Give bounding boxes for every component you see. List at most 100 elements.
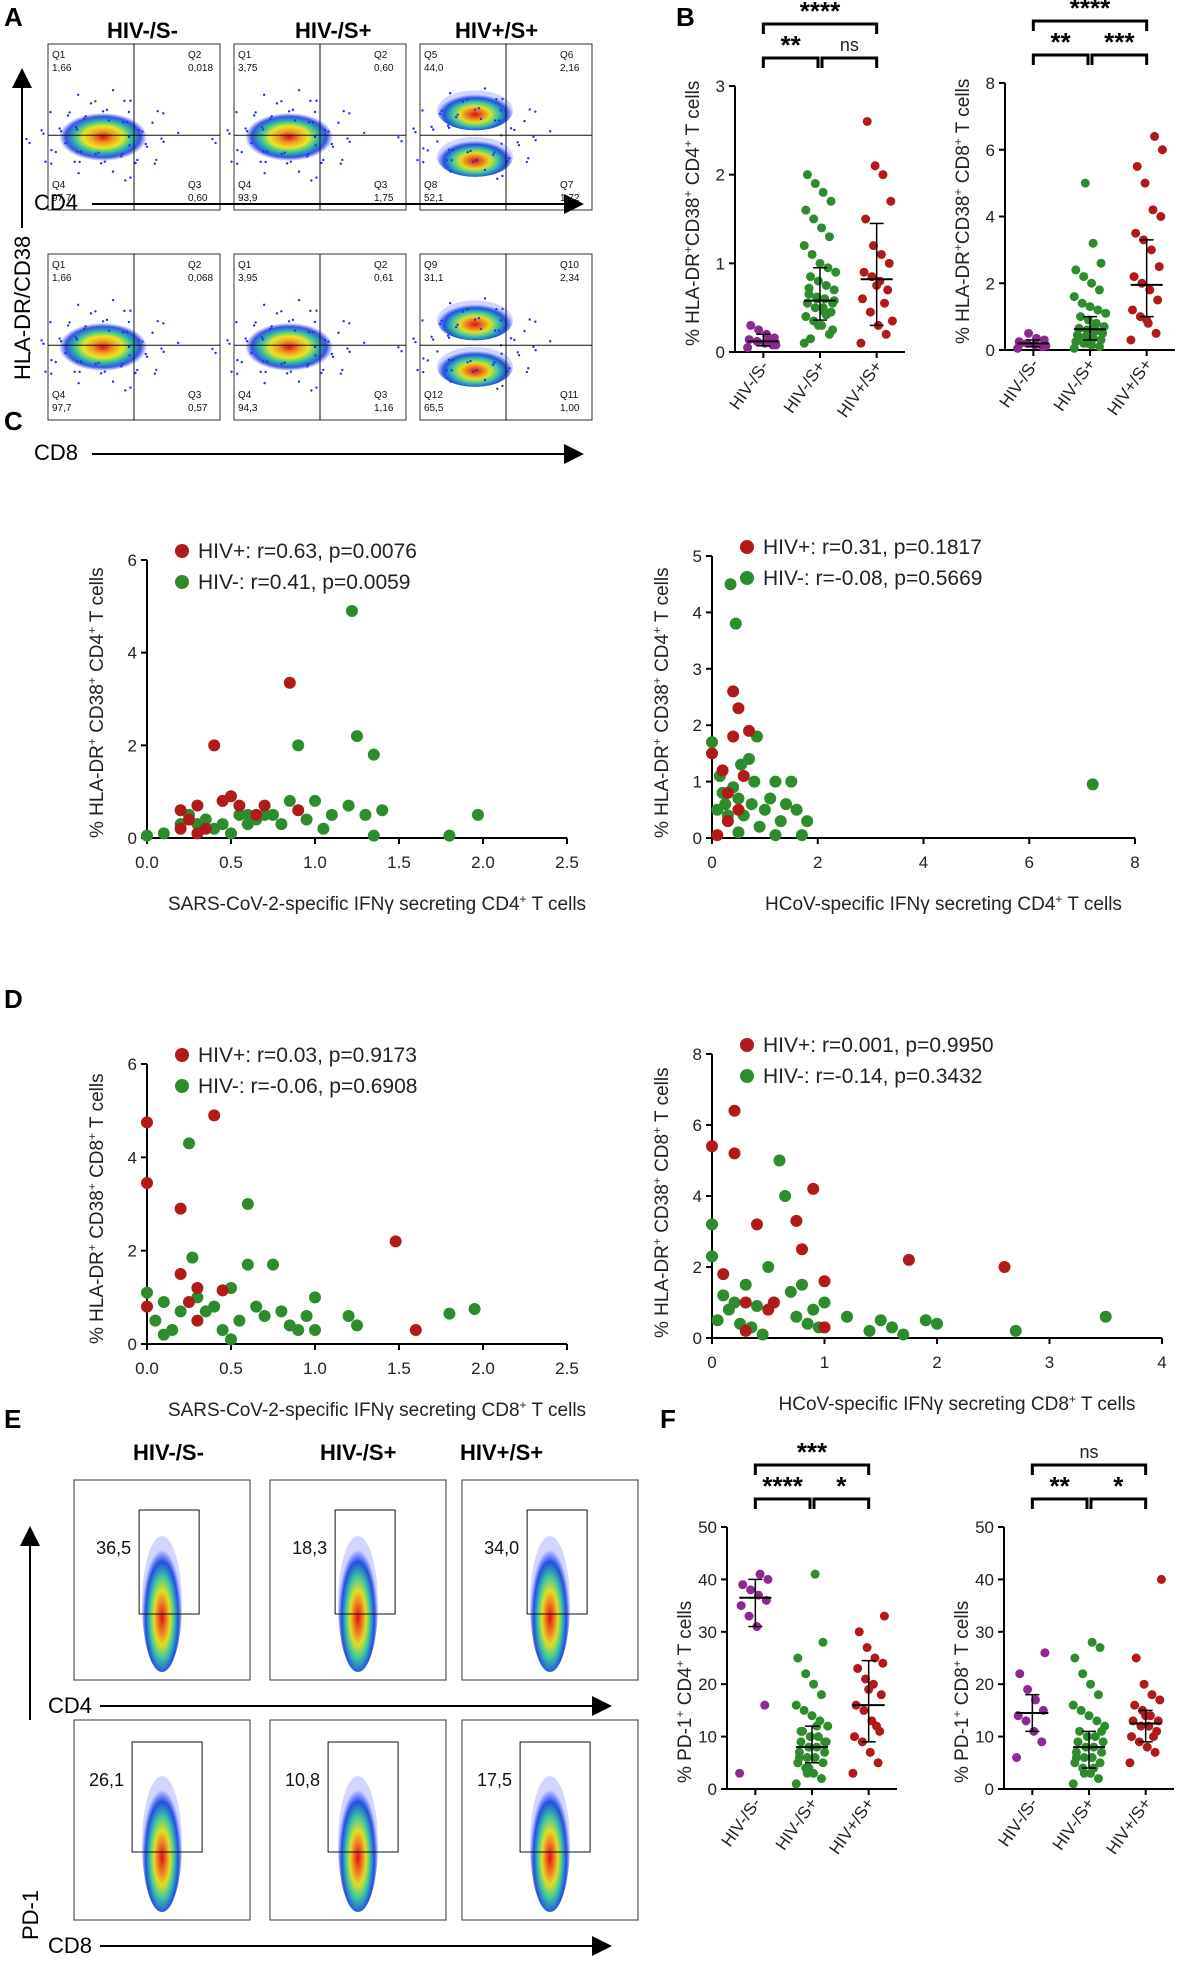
event-dot	[105, 108, 109, 112]
event-dot	[450, 369, 453, 372]
event-dot	[534, 320, 537, 323]
data-point	[801, 312, 811, 322]
data-point	[1023, 1684, 1033, 1694]
event-dot	[448, 92, 452, 95]
event-dot	[280, 362, 283, 366]
y-tick-label: 0	[693, 1329, 702, 1348]
panel-letter-e: E	[4, 1404, 21, 1434]
data-point	[876, 249, 886, 259]
legend-label-hiv-neg: HIV-: r=0.41, p=0.0059	[198, 571, 410, 594]
data-point	[1087, 1637, 1097, 1647]
event-dot	[454, 325, 458, 329]
event-dot	[107, 119, 111, 122]
data-point-hiv-neg	[186, 1251, 199, 1264]
data-point-hiv-neg	[739, 1278, 752, 1291]
event-dot	[94, 152, 97, 156]
data-point	[1148, 205, 1158, 215]
event-dot	[42, 132, 45, 135]
data-point	[859, 267, 869, 277]
data-point-hiv-neg	[351, 730, 363, 743]
event-dot	[307, 362, 310, 366]
event-dot	[59, 340, 63, 343]
data-point	[848, 1768, 858, 1778]
data-point	[799, 1705, 809, 1715]
x-axis-label: SARS-CoV-2-specific IFNγ secreting CD4+ …	[168, 892, 586, 915]
event-dot	[162, 322, 165, 325]
data-point	[1087, 1753, 1097, 1763]
event-dot	[451, 148, 455, 152]
data-point	[878, 170, 888, 180]
density-cloud	[338, 1776, 378, 1912]
data-point-hiv-neg	[208, 1300, 221, 1313]
data-point	[736, 1601, 746, 1611]
gate-box	[327, 1741, 399, 1853]
data-point-hiv-neg	[931, 1317, 943, 1330]
data-point-hiv-pos	[767, 1296, 780, 1309]
data-point-hiv-neg	[141, 1286, 153, 1299]
x-tick-label: HIV-/S-	[726, 357, 773, 413]
x-tick-label: HIV-/S+	[780, 357, 829, 416]
event-dot	[285, 162, 289, 165]
data-point-hiv-neg	[157, 827, 170, 840]
event-dot	[331, 145, 335, 149]
event-dot	[469, 359, 472, 363]
y-axis-label: % PD-1+ CD8+ T cells	[950, 1601, 973, 1783]
event-dot	[447, 148, 451, 152]
x-tick-label: HIV+/S+	[1103, 1794, 1155, 1858]
event-dot	[101, 320, 105, 323]
data-point	[1097, 1747, 1107, 1757]
event-dot	[416, 368, 419, 372]
data-point	[1093, 1774, 1103, 1784]
data-point	[1127, 1732, 1136, 1742]
data-point	[1126, 335, 1136, 345]
quadrant-value: 0,57	[188, 403, 208, 414]
quadrant-value: 0,61	[374, 273, 394, 284]
event-dot	[127, 110, 131, 114]
quadrant-value: 65,5	[424, 403, 444, 414]
event-dot	[120, 155, 123, 158]
significance-bracket	[753, 1497, 812, 1509]
data-point	[813, 320, 823, 330]
data-point-hiv-pos	[191, 1282, 204, 1294]
quadrant-name: Q11	[560, 390, 579, 401]
x-tick-label: HIV-/S-	[995, 1794, 1042, 1850]
significance-label: ns	[1079, 1442, 1098, 1462]
data-point-hiv-neg	[241, 1198, 254, 1210]
y-tick-label: 4	[693, 1187, 702, 1206]
event-dot	[451, 358, 455, 362]
data-point	[799, 241, 809, 251]
data-point	[886, 196, 896, 206]
quadrant-value: 1,72	[560, 193, 580, 204]
event-dot	[421, 319, 424, 322]
event-dot	[431, 338, 435, 341]
event-dot	[254, 321, 257, 324]
event-dot	[492, 363, 495, 366]
event-dot	[240, 150, 243, 154]
event-dot	[461, 100, 465, 103]
event-dot	[275, 102, 279, 105]
panel-a-group-header: HIV+/S+	[455, 18, 538, 43]
event-dot	[314, 144, 317, 147]
data-point-hiv-pos	[728, 1104, 741, 1117]
quadrant-name: Q2	[374, 50, 388, 61]
data-point	[804, 289, 814, 299]
quadrant-name: Q10	[560, 260, 579, 271]
data-point-hiv-pos	[191, 1314, 204, 1327]
data-point	[1131, 228, 1141, 238]
y-axis-label: % HLA-DR+CD38+ CD4+ T cells	[681, 81, 704, 346]
data-point	[823, 263, 833, 273]
event-dot	[28, 351, 31, 355]
event-dot	[89, 312, 93, 315]
data-point-hiv-pos	[807, 1182, 820, 1195]
data-point-hiv-pos	[174, 1202, 187, 1215]
data-point	[1093, 1690, 1103, 1700]
gate-box	[519, 1741, 591, 1853]
event-dot	[291, 318, 295, 322]
x-tick-label: 4	[1157, 1353, 1166, 1372]
data-point-hiv-neg	[785, 775, 798, 788]
data-point-hiv-neg	[317, 822, 330, 835]
y-tick-label: 4	[128, 1148, 137, 1167]
event-dot	[322, 368, 325, 372]
event-dot	[77, 171, 80, 175]
